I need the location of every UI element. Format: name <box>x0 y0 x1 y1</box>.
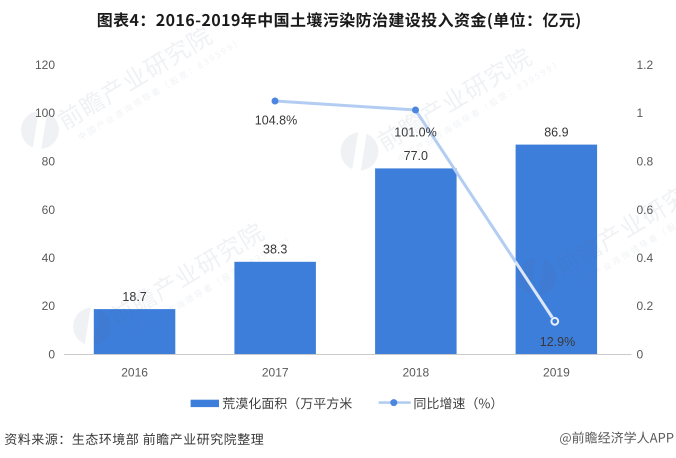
svg-text:60: 60 <box>42 203 56 217</box>
svg-text:40: 40 <box>42 251 56 265</box>
svg-text:2019: 2019 <box>543 365 570 379</box>
svg-text:2016: 2016 <box>121 365 148 379</box>
svg-text:77.0: 77.0 <box>404 149 428 163</box>
svg-text:12.9%: 12.9% <box>540 335 575 349</box>
svg-text:86.9: 86.9 <box>544 125 568 139</box>
svg-text:0: 0 <box>48 348 55 362</box>
svg-text:2018: 2018 <box>402 365 429 379</box>
svg-text:0.2: 0.2 <box>637 299 654 313</box>
svg-text:18.7: 18.7 <box>122 290 146 304</box>
svg-text:20: 20 <box>42 299 56 313</box>
svg-text:0: 0 <box>637 348 644 362</box>
svg-text:101.0%: 101.0% <box>394 126 436 140</box>
svg-text:104.8%: 104.8% <box>255 113 297 127</box>
svg-text:100: 100 <box>35 106 55 120</box>
svg-text:120: 120 <box>35 58 55 72</box>
svg-text:38.3: 38.3 <box>263 243 287 257</box>
svg-text:2017: 2017 <box>262 365 289 379</box>
svg-text:80: 80 <box>42 155 56 169</box>
svg-text:1.2: 1.2 <box>637 58 654 72</box>
svg-text:0.4: 0.4 <box>637 251 654 265</box>
svg-text:0.6: 0.6 <box>637 203 654 217</box>
svg-text:1: 1 <box>637 106 644 120</box>
svg-text:0.8: 0.8 <box>637 155 654 169</box>
